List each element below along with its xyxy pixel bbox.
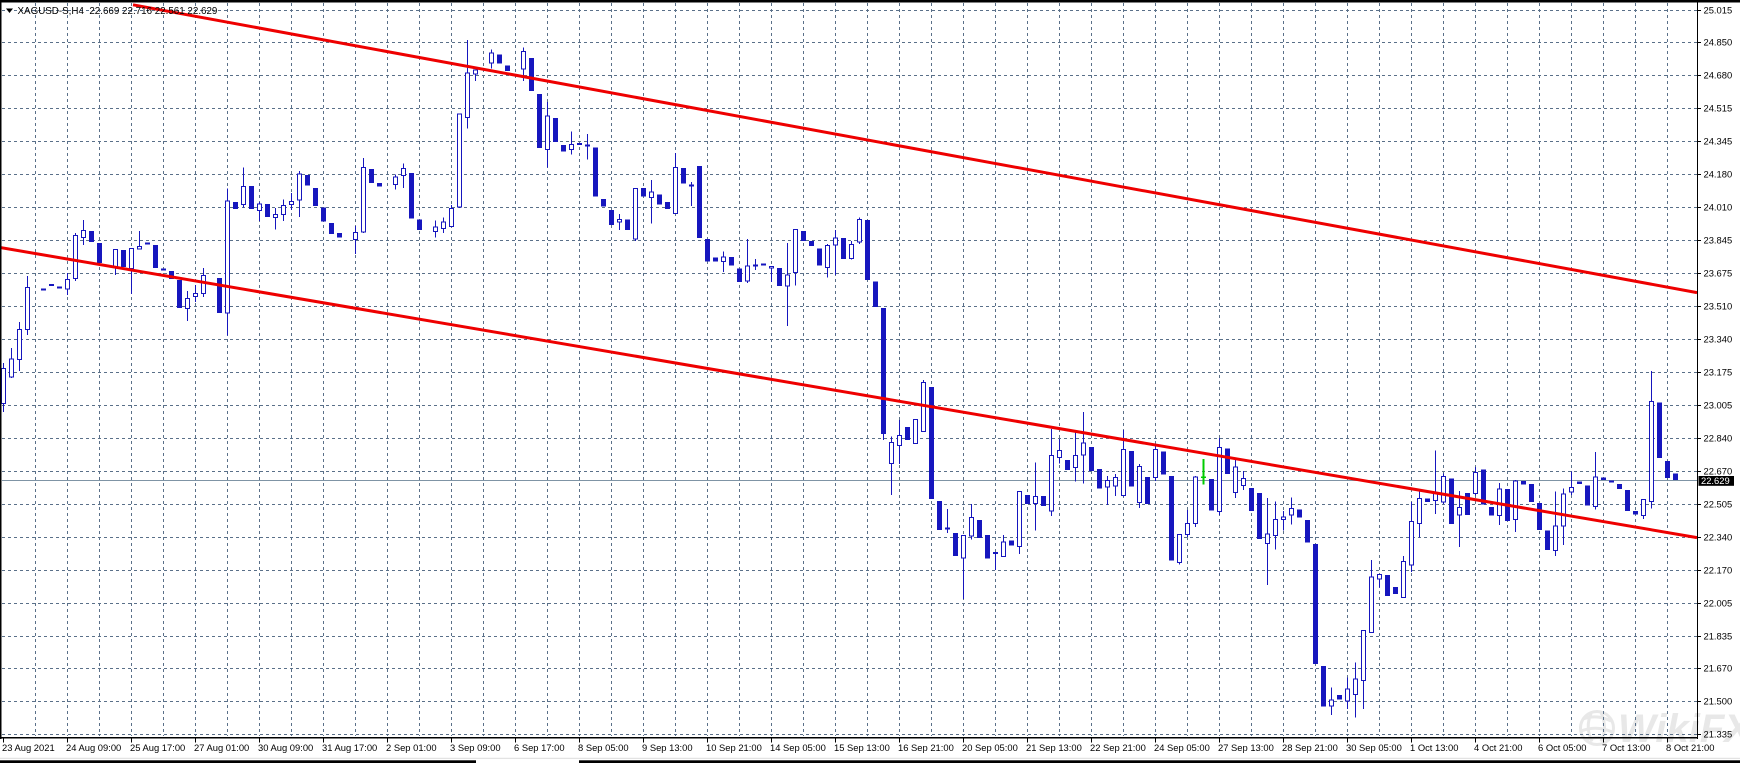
svg-text:21 Sep 13:00: 21 Sep 13:00 bbox=[1026, 742, 1082, 753]
svg-text:22 Sep 21:00: 22 Sep 21:00 bbox=[1090, 742, 1146, 753]
svg-text:7 Oct 13:00: 7 Oct 13:00 bbox=[1602, 742, 1650, 753]
svg-text:XAGUSD-S,H4 22.669 22.716 22.: XAGUSD-S,H4 22.669 22.716 22.561 22.629 bbox=[18, 6, 218, 17]
svg-text:22.005: 22.005 bbox=[1704, 597, 1733, 608]
svg-text:24.850: 24.850 bbox=[1704, 36, 1733, 47]
svg-text:24.680: 24.680 bbox=[1704, 69, 1733, 80]
svg-text:25 Aug 17:00: 25 Aug 17:00 bbox=[130, 742, 185, 753]
svg-text:22.840: 22.840 bbox=[1704, 432, 1733, 443]
svg-text:10 Sep 21:00: 10 Sep 21:00 bbox=[706, 742, 762, 753]
svg-text:23.340: 23.340 bbox=[1704, 333, 1733, 344]
svg-text:23.510: 23.510 bbox=[1704, 300, 1733, 311]
svg-text:23.175: 23.175 bbox=[1704, 366, 1733, 377]
svg-text:24.010: 24.010 bbox=[1704, 201, 1733, 212]
svg-text:8 Oct 21:00: 8 Oct 21:00 bbox=[1666, 742, 1714, 753]
svg-text:9 Sep 13:00: 9 Sep 13:00 bbox=[642, 742, 693, 753]
svg-text:22.340: 22.340 bbox=[1704, 531, 1733, 542]
svg-text:4 Oct 21:00: 4 Oct 21:00 bbox=[1474, 742, 1522, 753]
svg-text:23.675: 23.675 bbox=[1704, 267, 1733, 278]
svg-text:23 Aug 2021: 23 Aug 2021 bbox=[2, 742, 55, 753]
svg-text:27 Aug 01:00: 27 Aug 01:00 bbox=[194, 742, 249, 753]
svg-text:20 Sep 05:00: 20 Sep 05:00 bbox=[962, 742, 1018, 753]
svg-text:24 Aug 09:00: 24 Aug 09:00 bbox=[66, 742, 121, 753]
svg-text:21.335: 21.335 bbox=[1704, 728, 1733, 739]
svg-text:WikiFX: WikiFX bbox=[1618, 707, 1740, 751]
svg-text:30 Sep 05:00: 30 Sep 05:00 bbox=[1346, 742, 1402, 753]
svg-text:24 Sep 05:00: 24 Sep 05:00 bbox=[1154, 742, 1210, 753]
svg-text:28 Sep 21:00: 28 Sep 21:00 bbox=[1282, 742, 1338, 753]
svg-text:21.500: 21.500 bbox=[1704, 695, 1733, 706]
svg-text:24.180: 24.180 bbox=[1704, 168, 1733, 179]
svg-text:22.629: 22.629 bbox=[1701, 475, 1730, 486]
svg-text:21.670: 21.670 bbox=[1704, 662, 1733, 673]
svg-text:21.835: 21.835 bbox=[1704, 630, 1733, 641]
svg-text:15 Sep 13:00: 15 Sep 13:00 bbox=[834, 742, 890, 753]
svg-text:2 Sep 01:00: 2 Sep 01:00 bbox=[386, 742, 437, 753]
svg-text:23.005: 23.005 bbox=[1704, 399, 1733, 410]
svg-text:8 Sep 05:00: 8 Sep 05:00 bbox=[578, 742, 629, 753]
svg-text:22.670: 22.670 bbox=[1704, 465, 1733, 476]
svg-text:23.845: 23.845 bbox=[1704, 234, 1733, 245]
svg-text:27 Sep 13:00: 27 Sep 13:00 bbox=[1218, 742, 1274, 753]
svg-text:16 Sep 21:00: 16 Sep 21:00 bbox=[898, 742, 954, 753]
svg-text:6 Oct 05:00: 6 Oct 05:00 bbox=[1538, 742, 1586, 753]
svg-text:24.345: 24.345 bbox=[1704, 135, 1733, 146]
svg-text:30 Aug 09:00: 30 Aug 09:00 bbox=[258, 742, 313, 753]
svg-text:6 Sep 17:00: 6 Sep 17:00 bbox=[514, 742, 565, 753]
svg-text:22.170: 22.170 bbox=[1704, 564, 1733, 575]
svg-text:24.515: 24.515 bbox=[1704, 102, 1733, 113]
svg-text:3 Sep 09:00: 3 Sep 09:00 bbox=[450, 742, 501, 753]
svg-text:14 Sep 05:00: 14 Sep 05:00 bbox=[770, 742, 826, 753]
svg-text:25.015: 25.015 bbox=[1704, 4, 1733, 15]
svg-text:1 Oct 13:00: 1 Oct 13:00 bbox=[1410, 742, 1458, 753]
svg-text:22.505: 22.505 bbox=[1704, 498, 1733, 509]
svg-text:31 Aug 17:00: 31 Aug 17:00 bbox=[322, 742, 377, 753]
